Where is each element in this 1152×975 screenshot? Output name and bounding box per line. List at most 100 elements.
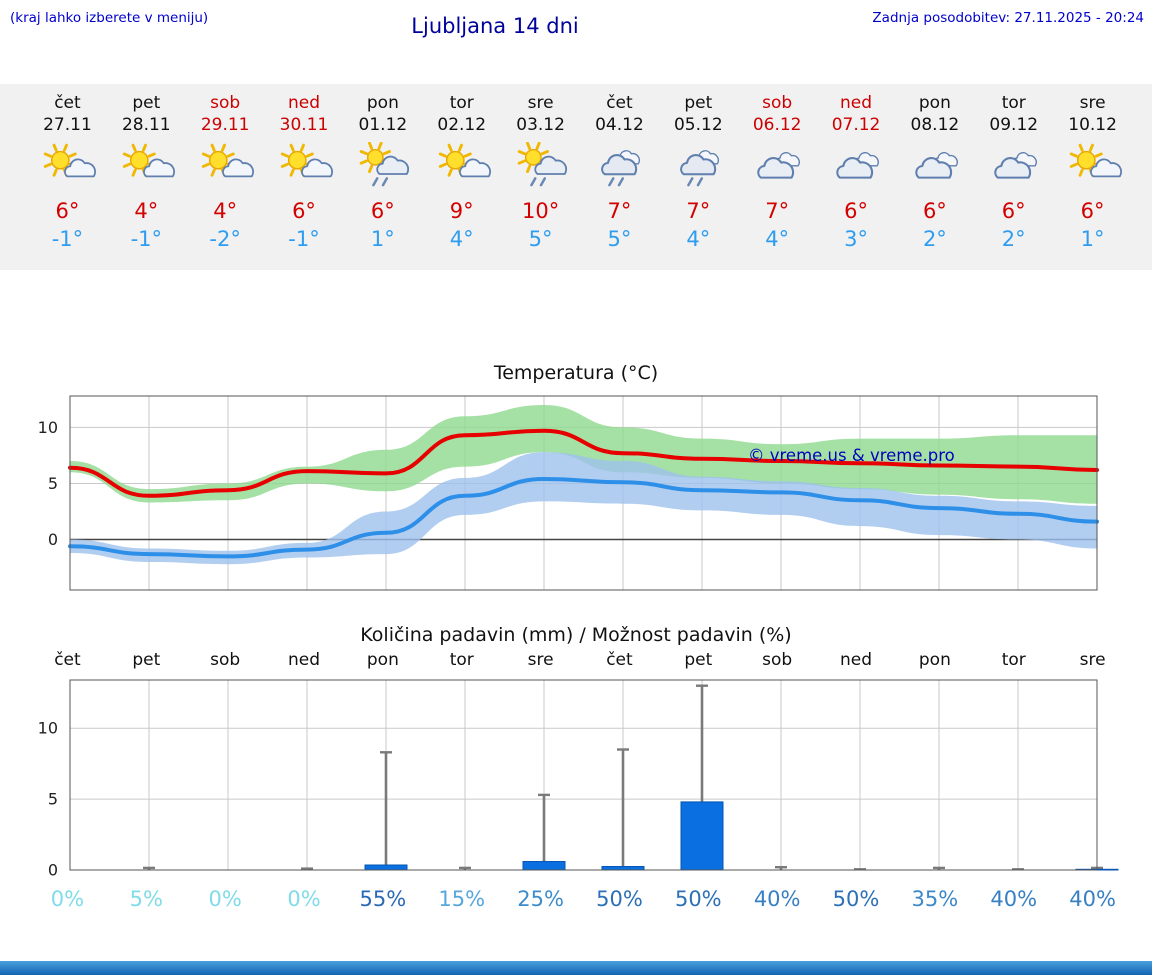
precip-probability: 5% xyxy=(129,887,163,911)
sun-cloud-icon xyxy=(422,140,501,190)
precip-probability: 50% xyxy=(832,887,880,911)
day-date: 09.12 xyxy=(989,115,1039,135)
precip-day-label: pon xyxy=(366,650,399,670)
precip-day-label: pet xyxy=(132,650,161,670)
day-name: pon xyxy=(366,93,399,113)
day-date: 10.12 xyxy=(1068,115,1117,135)
day-date: 30.11 xyxy=(279,115,329,135)
day-column-05.12[interactable]: pet 05.12 7° 4° xyxy=(659,92,738,252)
day-date: 02.12 xyxy=(437,115,487,135)
day-high-temp: 9° xyxy=(449,199,474,223)
day-high-temp: 7° xyxy=(686,199,711,223)
day-low-temp: 5° xyxy=(607,227,632,251)
precip-probability: 40% xyxy=(990,887,1038,911)
precip-day-labels: čet pet sob ned pon tor sre čet pet sob ned pon tor s… xyxy=(28,650,1132,670)
day-column-10.12[interactable]: sre 10.12 6° 1° xyxy=(1053,92,1132,252)
day-high-temp: 10° xyxy=(521,199,560,223)
day-high-temp: 6° xyxy=(1080,199,1105,223)
precip-day-label: čet xyxy=(54,650,81,670)
day-column-02.12[interactable]: tor 02.12 9° 4° xyxy=(422,92,501,252)
sun-cloud-icon xyxy=(265,140,344,190)
day-name: tor xyxy=(1001,93,1026,113)
day-column-01.12[interactable]: pon 01.12 6° 1° xyxy=(343,92,422,252)
temperature-chart-title: Temperatura (°C) xyxy=(493,362,659,384)
precip-day-label: sre xyxy=(1079,650,1106,670)
svg-text:0: 0 xyxy=(48,530,58,549)
sun-cloud-drizzle-icon xyxy=(343,140,422,190)
precipitation-chart-title: Količina padavin (mm) / Možnost padavin … xyxy=(360,624,792,646)
day-low-temp: 4° xyxy=(686,227,711,251)
page-title: Ljubljana 14 dni xyxy=(411,14,579,38)
day-column-30.11[interactable]: ned 30.11 6° -1° xyxy=(265,92,344,252)
precip-day-label: pet xyxy=(684,650,713,670)
precip-probability: 50% xyxy=(674,887,722,911)
precip-probability-row: 0% 5% 0% 0% 55% 15% 25% 50% 50% 40% 50% 35% 40% 40% xyxy=(28,887,1132,911)
svg-text:5: 5 xyxy=(48,474,58,493)
day-name: pon xyxy=(918,93,951,113)
day-name: sob xyxy=(762,93,793,113)
day-column-04.12[interactable]: čet 04.12 7° 5° xyxy=(580,92,659,252)
precip-probability: 50% xyxy=(596,887,643,911)
day-name: čet xyxy=(54,93,81,113)
top-bar: (kraj lahko izberete v meniju) Ljubljana… xyxy=(0,0,1152,44)
day-column-27.11[interactable]: čet 27.11 6° -1° xyxy=(28,92,107,252)
day-low-temp: -2° xyxy=(209,227,241,251)
temperature-chart: 0 5 10 © vreme.us & vreme.pro xyxy=(38,395,1099,591)
precipitation-chart: 0 5 10 xyxy=(38,679,1119,880)
precip-probability: 0% xyxy=(208,887,242,911)
sun-cloud-icon xyxy=(186,140,265,190)
day-name: ned xyxy=(840,93,873,113)
day-low-temp: 1° xyxy=(370,227,395,251)
day-low-temp: -1° xyxy=(288,227,320,251)
precip-probability: 15% xyxy=(438,887,486,911)
cloud-icon xyxy=(738,140,817,190)
precip-probability: 40% xyxy=(1069,887,1116,911)
day-column-29.11[interactable]: sob 29.11 4° -2° xyxy=(186,92,265,252)
day-date: 28.11 xyxy=(121,115,171,135)
day-high-temp: 6° xyxy=(55,199,80,223)
precip-probability: 55% xyxy=(359,887,407,911)
sun-cloud-icon xyxy=(28,140,107,190)
day-low-temp: 2° xyxy=(922,227,947,251)
day-name: ned xyxy=(287,93,321,113)
day-high-temp: 4° xyxy=(134,199,159,223)
day-date: 06.12 xyxy=(752,115,802,135)
day-column-09.12[interactable]: tor 09.12 6° 2° xyxy=(974,92,1053,252)
svg-text:5: 5 xyxy=(48,790,58,809)
day-column-28.11[interactable]: pet 28.11 4° -1° xyxy=(107,92,186,252)
day-date: 01.12 xyxy=(358,115,408,135)
day-high-temp: 7° xyxy=(607,199,632,223)
precip-probability: 40% xyxy=(753,887,801,911)
svg-text:0: 0 xyxy=(48,861,58,880)
day-column-07.12[interactable]: ned 07.12 6° 3° xyxy=(817,92,896,252)
cloud-drizzle-icon xyxy=(659,140,738,190)
day-low-temp: 2° xyxy=(1001,227,1026,251)
day-date: 03.12 xyxy=(516,115,565,135)
day-name: sob xyxy=(210,93,241,113)
day-high-temp: 4° xyxy=(213,199,238,223)
day-column-08.12[interactable]: pon 08.12 6° 2° xyxy=(895,92,974,252)
forecast-day-band: čet 27.11 6° -1° pet 28.11 4° -1° sob 29.11 4° -2° n… xyxy=(0,84,1152,270)
day-column-03.12[interactable]: sre 03.12 10° 5° xyxy=(501,92,580,252)
day-high-temp: 6° xyxy=(1001,199,1026,223)
precip-day-label: sre xyxy=(527,650,554,670)
day-high-temp: 6° xyxy=(844,199,868,223)
day-name: čet xyxy=(606,93,633,113)
precip-probability: 0% xyxy=(50,887,85,911)
day-name: sre xyxy=(1079,93,1106,113)
day-column-06.12[interactable]: sob 06.12 7° 4° xyxy=(738,92,817,252)
last-update: Zadnja posodobitev: 27.11.2025 - 20:24 xyxy=(872,10,1144,26)
day-high-temp: 6° xyxy=(292,199,316,223)
day-low-temp: 5° xyxy=(528,227,553,251)
sun-cloud-icon xyxy=(1053,140,1132,190)
watermark-link[interactable]: © vreme.us & vreme.pro xyxy=(748,446,955,465)
sun-cloud-icon xyxy=(107,140,186,190)
day-name: pet xyxy=(132,93,161,113)
day-high-temp: 7° xyxy=(765,199,790,223)
day-columns: čet 27.11 6° -1° pet 28.11 4° -1° sob 29.11 4° -2° n… xyxy=(28,92,1132,252)
day-low-temp: 4° xyxy=(765,227,790,251)
location-menu-note: (kraj lahko izberete v meniju) xyxy=(10,10,209,26)
day-name: pet xyxy=(684,93,713,113)
precip-day-label: čet xyxy=(606,650,633,670)
day-high-temp: 6° xyxy=(370,199,395,223)
